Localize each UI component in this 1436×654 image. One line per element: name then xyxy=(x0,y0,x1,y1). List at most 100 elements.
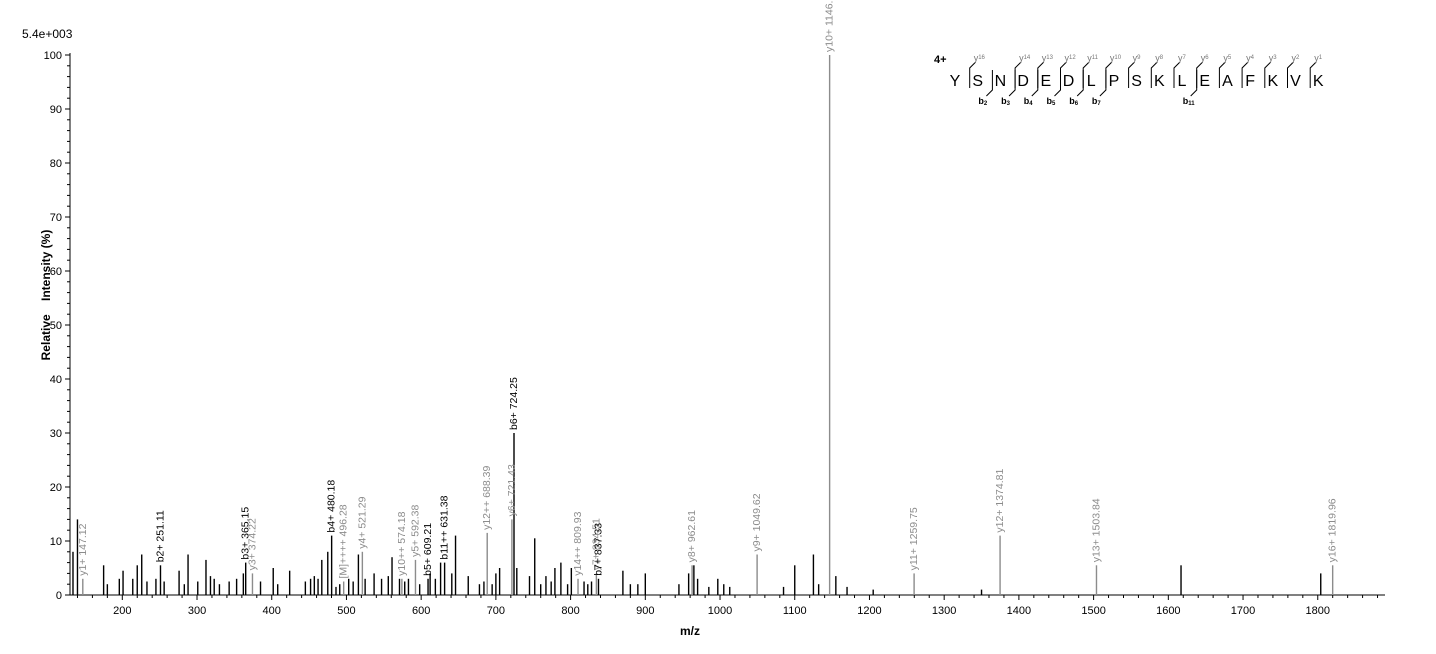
b-fragment-label: b7 xyxy=(1092,96,1102,107)
x-tick-label: 1200 xyxy=(857,605,881,617)
residue: K xyxy=(1313,73,1324,90)
y-fragment-mark xyxy=(1264,61,1272,88)
b-fragment-mark xyxy=(1190,70,1198,97)
b-fragment-label: b2 xyxy=(978,96,988,107)
peak-label: y10++ 574.18 xyxy=(396,511,408,575)
b-fragment-mark xyxy=(1076,70,1084,97)
y-tick-label: 10 xyxy=(50,536,62,548)
residue: A xyxy=(1222,73,1233,90)
y-tick-label: 0 xyxy=(56,590,62,602)
y-fragment-index: 8 xyxy=(1160,55,1164,61)
y-fragment-index: 11 xyxy=(1092,55,1099,61)
peak-label: y3+ 374.22 xyxy=(246,518,258,570)
y-fragment-label: y14 xyxy=(1019,53,1031,63)
b-fragment-label: b11 xyxy=(1183,96,1196,107)
peak-label: b11++ 631.38 xyxy=(439,495,451,559)
y-fragment-index: 7 xyxy=(1183,55,1187,61)
y-fragment-index: 10 xyxy=(1114,55,1121,61)
peak-label: y12+ 1374.81 xyxy=(994,469,1006,533)
y-fragment-index: 6 xyxy=(1205,55,1209,61)
y-fragment-index: 3 xyxy=(1273,55,1277,61)
residue: L xyxy=(1087,73,1096,90)
y-fragment-label: y13 xyxy=(1042,53,1054,63)
x-tick-label: 1600 xyxy=(1156,605,1180,617)
b-fragment-label: b4 xyxy=(1024,96,1034,107)
residue: F xyxy=(1245,73,1255,90)
y-fragment-mark xyxy=(1173,61,1181,88)
y-fragment-label: y2 xyxy=(1292,53,1301,63)
y-tick-label: 20 xyxy=(50,482,62,494)
y-fragment-mark xyxy=(1218,61,1226,88)
peak-label: b7+ 837.33 xyxy=(592,523,604,576)
b-fragment-index: 11 xyxy=(1188,101,1195,107)
residue: V xyxy=(1290,73,1301,90)
y-fragment-mark xyxy=(1241,61,1249,88)
peak-label: b4+ 480.18 xyxy=(326,480,338,533)
peak-label: y12++ 688.39 xyxy=(481,466,493,530)
peak-label: y6+ 721.43 xyxy=(506,464,518,516)
y-tick-label: 50 xyxy=(50,320,62,332)
y-fragment-index: 1 xyxy=(1319,55,1323,61)
y-fragment-index: 9 xyxy=(1137,55,1141,61)
y-fragment-label: y5 xyxy=(1223,53,1232,63)
x-tick-label: 1300 xyxy=(932,605,956,617)
y-fragment-label: y10 xyxy=(1110,53,1122,63)
y-fragment-label: y12 xyxy=(1065,53,1077,63)
y-fragment-mark xyxy=(1150,61,1158,88)
b-fragment-mark xyxy=(1099,70,1107,97)
residue: E xyxy=(1040,73,1051,90)
y-fragment-label: y16 xyxy=(974,53,986,63)
y-tick-label: 100 xyxy=(44,50,62,62)
peaks xyxy=(72,55,1334,595)
b-fragment-index: 5 xyxy=(1052,101,1056,107)
b-fragment-index: 7 xyxy=(1097,101,1101,107)
peak-label: b2+ 251.11 xyxy=(154,510,166,562)
peak-label: y5+ 592.38 xyxy=(409,504,421,556)
residue: D xyxy=(1063,73,1075,90)
peak-label: y16+ 1819.96 xyxy=(1327,498,1339,562)
b-fragment-index: 4 xyxy=(1029,101,1033,107)
x-tick-label: 1400 xyxy=(1007,605,1031,617)
residue: L xyxy=(1178,73,1187,90)
residue: N xyxy=(995,73,1007,90)
y-tick-label: 80 xyxy=(50,158,62,170)
x-tick-label: 1000 xyxy=(708,605,732,617)
x-tick-label: 700 xyxy=(487,605,505,617)
y-tick-label: 70 xyxy=(50,212,62,224)
y-fragment-index: 2 xyxy=(1296,55,1300,61)
b-fragment-index: 6 xyxy=(1075,101,1079,107)
peak-label: y4+ 521.29 xyxy=(356,496,368,548)
intensity-scale-label: 5.4e+003 xyxy=(22,27,73,41)
peak-label: y11+ 1259.75 xyxy=(908,507,920,570)
b-fragment-mark xyxy=(986,70,993,97)
peak-label: b3+ 365.15 xyxy=(240,507,252,560)
y-fragment-label: y7 xyxy=(1178,53,1187,63)
peak-label: y7+ 834.51 xyxy=(590,518,602,570)
b-fragment-label: b6 xyxy=(1069,96,1079,107)
precursor-charge: 4+ xyxy=(934,54,947,66)
residue: Y xyxy=(950,73,961,90)
peak-label: y13+ 1503.84 xyxy=(1090,498,1102,562)
b-fragment-mark xyxy=(1031,70,1039,97)
x-tick-label: 600 xyxy=(412,605,430,617)
y-fragment-label: y8 xyxy=(1155,53,1164,63)
y-fragment-index: 16 xyxy=(978,55,985,61)
y-tick-label: 60 xyxy=(50,266,62,278)
y-fragment-index: 13 xyxy=(1046,55,1053,61)
peak-label: [M]++++ 496.28 xyxy=(338,504,350,578)
y-fragment-mark xyxy=(1128,61,1135,88)
x-tick-label: 800 xyxy=(561,605,579,617)
b-fragment-mark xyxy=(1054,70,1061,97)
x-tick-label: 1500 xyxy=(1081,605,1105,617)
axes: 200 300 400 500 600 700 800 900 1000 1100 1200 1300… xyxy=(44,50,1385,617)
residue: K xyxy=(1154,73,1165,90)
x-tick-label: 500 xyxy=(337,605,355,617)
b-fragment-index: 3 xyxy=(1007,101,1011,107)
y-fragment-index: 4 xyxy=(1251,55,1255,61)
x-tick-label: 900 xyxy=(636,605,654,617)
y-fragment-index: 5 xyxy=(1228,55,1232,61)
residue: S xyxy=(1131,73,1142,90)
y-fragment-mark xyxy=(1287,61,1294,88)
x-tick-label: 1800 xyxy=(1306,605,1330,617)
